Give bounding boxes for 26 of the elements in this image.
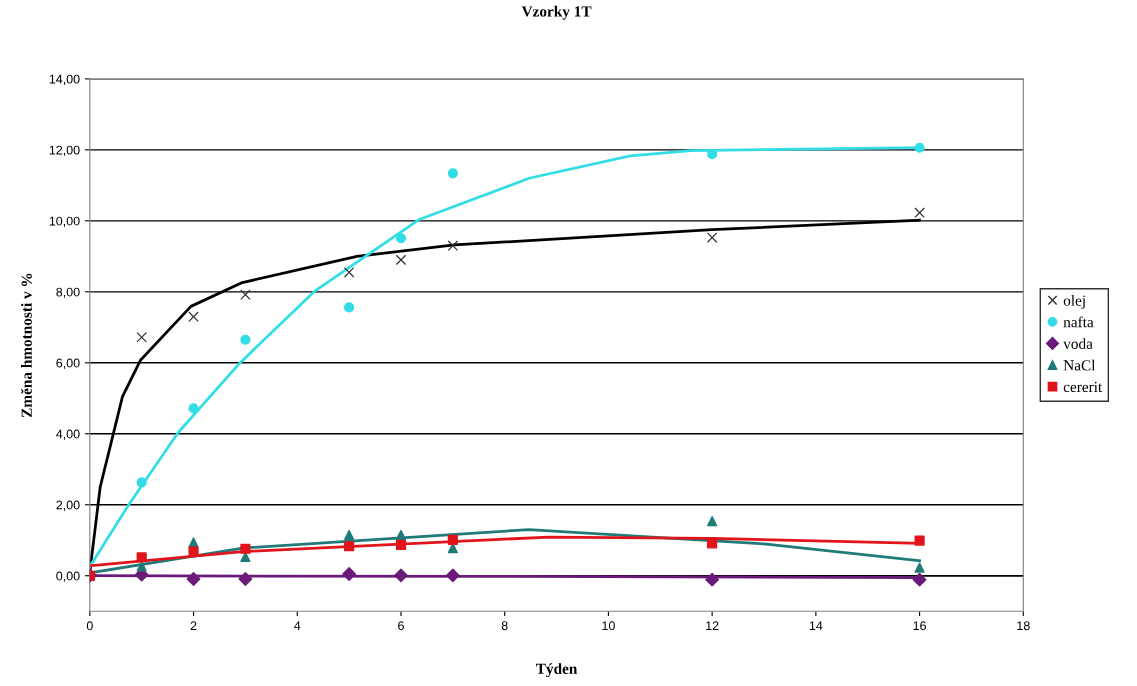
- chart-title: Vzorky 1T: [521, 5, 592, 20]
- y-tick-label: 12,00: [49, 145, 80, 156]
- legend-label: voda: [1063, 338, 1093, 349]
- y-tick-label: 6,00: [56, 358, 80, 369]
- legend-label: NaCl: [1063, 359, 1096, 371]
- x-tick-label: 6: [398, 621, 404, 631]
- x-tick-label: 14: [809, 621, 823, 631]
- x-tick-label: 16: [913, 621, 926, 631]
- y-axis-title: Změna hmotnosti v %: [20, 273, 32, 418]
- y-tick-label: 10,00: [49, 216, 80, 227]
- legend-label: nafta: [1063, 316, 1094, 328]
- x-tick-label: 2: [190, 621, 197, 631]
- x-tick-label: 0: [86, 621, 93, 631]
- y-tick-label: 4,00: [56, 429, 80, 440]
- x-tick-label: 12: [706, 621, 719, 631]
- x-tick-label: 8: [501, 621, 508, 631]
- y-tick-label: 8,00: [56, 287, 80, 298]
- y-tick-label: 0,00: [56, 571, 80, 582]
- y-tick-label: 2,00: [56, 500, 80, 511]
- x-tick-label: 18: [1017, 621, 1030, 631]
- legend-label: olej: [1063, 295, 1085, 309]
- x-axis-title: Týden: [536, 663, 578, 678]
- x-tick-label: 10: [602, 621, 615, 631]
- x-tick-label: 4: [294, 621, 301, 631]
- legend-label: cererit: [1063, 381, 1103, 393]
- y-tick-label: 14,00: [49, 74, 80, 86]
